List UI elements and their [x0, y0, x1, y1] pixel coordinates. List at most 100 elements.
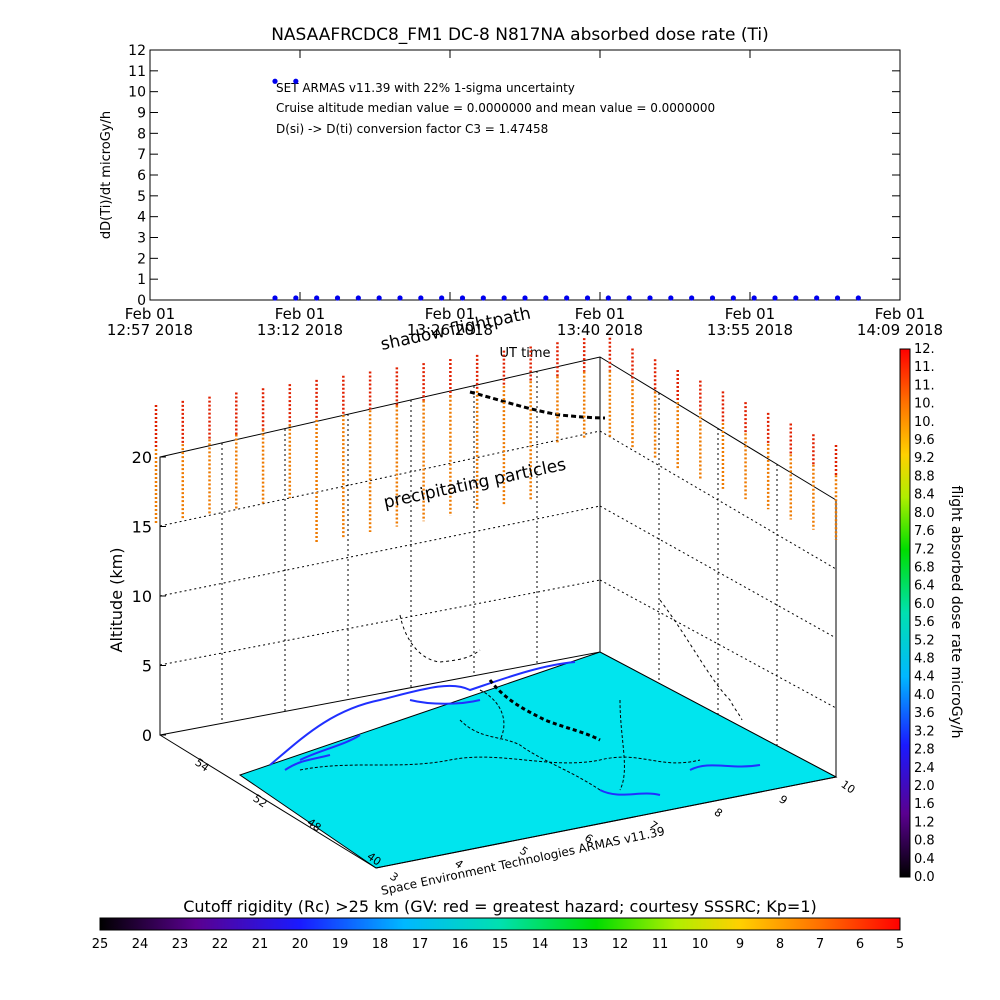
altitude-tick-label: 0 [142, 726, 152, 745]
rigidity-colorbar-tick-label: 22 [212, 937, 229, 952]
dose-colorbar-tick-label: 3.2 [914, 724, 935, 739]
dose-colorbar-tick-label: 0.8 [914, 834, 935, 849]
y-tick-label: 3 [137, 231, 146, 247]
data-point [501, 295, 507, 301]
dose-colorbar-tick-label: 10. [914, 397, 935, 412]
dose-colorbar-tick-label: 9.6 [914, 433, 935, 448]
dose-colorbar-tick-label: 1.6 [914, 797, 935, 812]
rigidity-colorbar-ticks: 25 24 23 22 21 20 19 18 17 16 15 14 13 12 11 10 9 8 7 6 5 [92, 937, 904, 952]
data-point [751, 295, 757, 301]
x-tick-time: 12:57 2018 [107, 321, 193, 339]
y-tick-label: 9 [137, 106, 146, 122]
dose-colorbar-tick-label: 0.4 [914, 852, 935, 867]
rigidity-colorbar-tick-label: 18 [372, 937, 389, 952]
annotation-line-3: D(si) -> D(ti) conversion factor C3 = 1.… [276, 122, 548, 136]
data-point [272, 295, 278, 301]
data-point [668, 295, 674, 301]
data-point [334, 295, 341, 301]
data-point [730, 295, 736, 301]
data-point [543, 295, 549, 301]
dose-colorbar-tick-label: 5.2 [914, 633, 935, 648]
data-point [689, 295, 695, 301]
dose-colorbar-tick-label: 6.0 [914, 597, 935, 612]
dose-colorbar-tick-label: 8.8 [914, 469, 935, 484]
dose-colorbar-tick-label: 5.6 [914, 615, 935, 630]
data-point [834, 295, 841, 301]
x-tick-date: Feb 01 [125, 305, 175, 323]
data-point [564, 295, 570, 301]
data-point [376, 295, 382, 301]
y-tick-label: 7 [137, 147, 146, 163]
rigidity-colorbar-tick-label: 13 [572, 937, 589, 952]
x-tick-time: 13:40 2018 [557, 321, 643, 339]
longitude-tick-label: 8 [712, 806, 725, 821]
dose-colorbar-tick-label: 11. [914, 360, 935, 375]
altitude-tick-label: 15 [132, 518, 152, 537]
dose-colorbar-tick-label: 4.8 [914, 652, 935, 667]
altitude-ticks: 0 5 10 15 20 [132, 448, 166, 745]
y-tick-label: 4 [137, 210, 146, 226]
dose-colorbar-tick-label: 10. [914, 415, 935, 430]
y-axis-label: dD(Ti)/dt microGy/h [99, 111, 114, 239]
dose-colorbar-tick-label: 9.2 [914, 451, 935, 466]
chart-title: NASAAFRCDC8_FM1 DC-8 N817NA absorbed dos… [271, 25, 769, 45]
altitude-tick-label: 20 [132, 448, 152, 467]
data-point [293, 295, 299, 301]
y-tick-label: 1 [137, 272, 146, 288]
dose-colorbar-tick-label: 11. [914, 378, 935, 393]
data-point [397, 295, 403, 301]
dose-colorbar-tick-label: 7.6 [914, 524, 935, 539]
y-tick-label: 5 [137, 189, 146, 205]
rigidity-colorbar-tick-label: 7 [816, 937, 824, 952]
data-point [293, 78, 299, 84]
data-point [522, 295, 528, 301]
data-point [855, 295, 861, 301]
dose-colorbar [899, 348, 911, 878]
rigidity-colorbar-tick-label: 12 [612, 937, 629, 952]
data-point [272, 78, 278, 84]
data-point [480, 295, 486, 301]
y-tick-label: 0 [137, 293, 146, 309]
rigidity-colorbar-tick-label: 17 [412, 937, 429, 952]
x-tick-date: Feb 01 [575, 305, 625, 323]
rigidity-colorbar-tick-label: 16 [452, 937, 469, 952]
latitude-tick-label: 52 [251, 792, 270, 811]
rigidity-colorbar-tick-label: 14 [532, 937, 549, 952]
x-tick-date: Feb 01 [275, 305, 325, 323]
data-point [626, 295, 632, 301]
data-point [355, 295, 361, 301]
latitude-tick-label: 54 [193, 756, 212, 775]
x-tick-time: 13:12 2018 [257, 321, 343, 339]
longitude-tick-label: 9 [777, 793, 790, 808]
data-point [459, 295, 466, 301]
rigidity-colorbar-tick-label: 24 [132, 937, 149, 952]
data-point [584, 295, 591, 301]
y-tick-label: 6 [137, 168, 146, 184]
dose-colorbar-label: flight absorbed dose rate microGy/h [948, 486, 964, 739]
rigidity-colorbar-tick-label: 5 [896, 937, 904, 952]
annotation-line-2: Cruise altitude median value = 0.0000000… [276, 101, 715, 115]
data-point [439, 295, 445, 301]
altitude-tick-label: 5 [142, 657, 152, 676]
dose-colorbar-tick-label: 2.0 [914, 779, 935, 794]
y-tick-label: 8 [137, 126, 146, 142]
precipitating-particles-label: precipitating particles [382, 455, 568, 513]
data-point [314, 295, 320, 301]
x-tick-date: Feb 01 [725, 305, 775, 323]
rigidity-colorbar-tick-label: 15 [492, 937, 509, 952]
data-point [772, 295, 778, 301]
altitude-tick-label: 10 [132, 587, 152, 606]
longitude-tick-label: 10 [839, 778, 858, 797]
dose-colorbar-tick-label: 6.8 [914, 560, 935, 575]
dose-colorbar-tick-label: 12. [914, 342, 935, 357]
y-tick-label: 12 [128, 43, 146, 59]
x-axis-label: UT time [500, 346, 551, 361]
rigidity-colorbar-tick-label: 10 [692, 937, 709, 952]
rigidity-colorbar-tick-label: 6 [856, 937, 864, 952]
rigidity-colorbar-tick-label: 21 [252, 937, 269, 952]
data-point [647, 295, 653, 301]
x-tick-time: 14:09 2018 [857, 321, 943, 339]
